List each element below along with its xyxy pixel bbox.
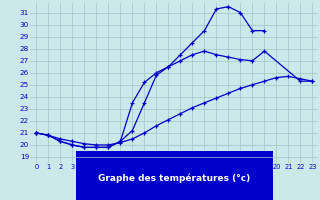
X-axis label: Graphe des températures (°c): Graphe des températures (°c)	[98, 173, 251, 183]
